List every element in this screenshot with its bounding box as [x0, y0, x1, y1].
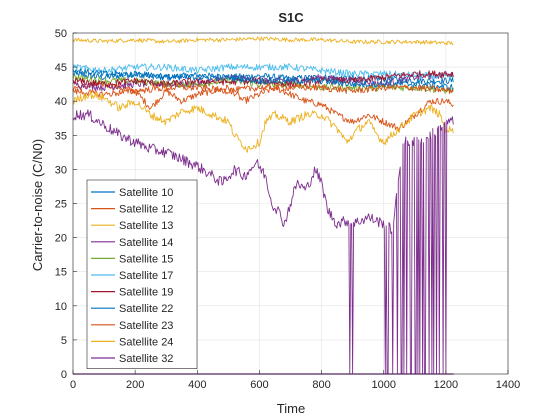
y-tick-label: 10 [55, 301, 67, 313]
legend-label: Satellite 32 [119, 353, 173, 365]
y-tick-label: 20 [55, 233, 67, 245]
legend-label: Satellite 17 [119, 270, 173, 282]
legend-label: Satellite 15 [119, 253, 173, 265]
y-tick-label: 25 [55, 199, 67, 211]
y-tick-label: 15 [55, 267, 67, 279]
x-tick-label: 1200 [434, 379, 458, 391]
y-tick-label: 35 [55, 130, 67, 142]
y-tick-label: 45 [55, 62, 67, 74]
x-tick-label: 1000 [371, 379, 395, 391]
legend-label: Satellite 22 [119, 303, 173, 315]
legend-label: Satellite 24 [119, 336, 173, 348]
x-tick-label: 0 [70, 379, 76, 391]
chart-title: S1C [278, 10, 304, 25]
legend-label: Satellite 19 [119, 287, 173, 299]
x-tick-label: 1400 [496, 379, 520, 391]
y-tick-label: 5 [61, 335, 67, 347]
x-tick-label: 200 [126, 379, 144, 391]
legend-label: Satellite 14 [119, 237, 173, 249]
x-axis-label: Time [277, 401, 305, 416]
x-tick-label: 600 [250, 379, 268, 391]
legend-label: Satellite 10 [119, 187, 173, 199]
y-axis-label: Carrier-to-noise (C/N0) [30, 139, 45, 271]
legend: Satellite 10 Satellite 12 Satellite 13 Sate… [87, 180, 197, 369]
legend-label: Satellite 23 [119, 320, 173, 332]
legend-label: Satellite 13 [119, 220, 173, 232]
legend-label: Satellite 12 [119, 204, 173, 216]
y-tick-label: 0 [61, 369, 67, 381]
y-tick-label: 30 [55, 164, 67, 176]
y-tick-label: 50 [55, 28, 67, 40]
x-tick-label: 400 [188, 379, 206, 391]
y-tick-label: 40 [55, 96, 67, 108]
x-tick-label: 800 [312, 379, 330, 391]
